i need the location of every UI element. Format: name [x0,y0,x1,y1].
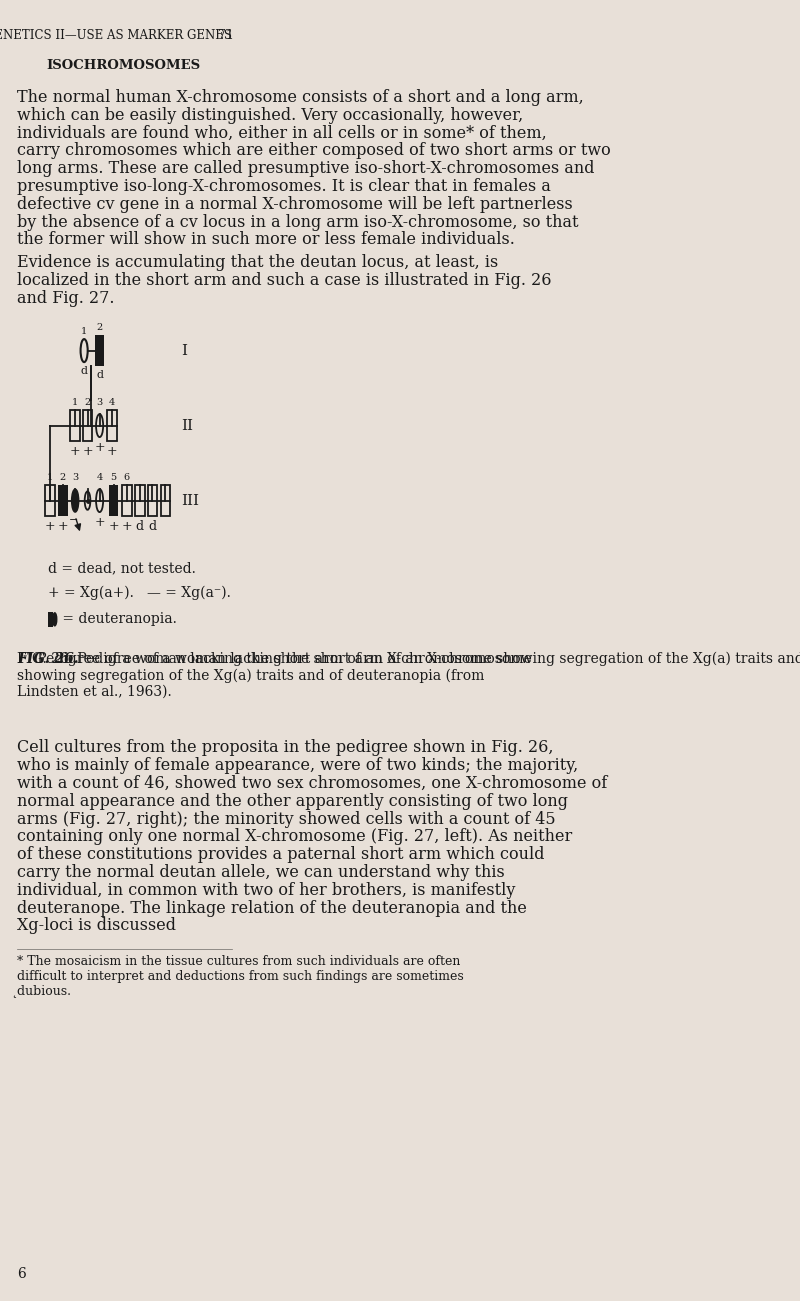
Text: 6: 6 [17,1267,26,1281]
Text: +: + [94,441,105,454]
Text: 2: 2 [60,474,66,483]
Text: difficult to interpret and deductions from such findings are sometimes: difficult to interpret and deductions fr… [17,969,464,982]
Text: III: III [181,493,199,507]
Text: * The mosaicism in the tissue cultures from such individuals are often: * The mosaicism in the tissue cultures f… [17,955,460,968]
Text: by the absence of a cv locus in a long arm iso-X-chromosome, so that: by the absence of a cv locus in a long a… [17,213,578,230]
Text: the former will show in such more or less female individuals.: the former will show in such more or les… [17,232,515,248]
Text: GENETICS II—USE AS MARKER GENES: GENETICS II—USE AS MARKER GENES [0,29,232,42]
Text: d = dead, not tested.: d = dead, not tested. [48,561,196,575]
Text: +: + [82,445,93,458]
Text: 4: 4 [97,474,102,483]
Text: who is mainly of female appearance, were of two kinds; the majority,: who is mainly of female appearance, were… [17,757,578,774]
Text: Pedigree of a woman lacking the short arm of an X-chromosome showing segregation: Pedigree of a woman lacking the short ar… [33,652,800,666]
Text: long arms. These are called presumptive iso-short-X-chromosomes and: long arms. These are called presumptive … [17,160,594,177]
Bar [48,611,53,627]
Text: +: + [108,520,119,533]
Text: 71: 71 [218,29,234,42]
Text: of these constitutions provides a paternal short arm which could: of these constitutions provides a patern… [17,846,545,863]
Text: which can be easily distinguished. Very occasionally, however,: which can be easily distinguished. Very … [17,107,523,124]
Bar [109,485,118,516]
Text: I: I [181,343,187,358]
Text: +: + [58,520,68,533]
Bar [46,485,55,516]
Text: FIG. 26. Pedigree of a woman lacking the short arm of an X-chromosome: FIG. 26. Pedigree of a woman lacking the… [17,652,532,666]
Bar [70,410,80,441]
Text: d: d [149,520,157,533]
Text: +: + [70,445,80,458]
Bar [58,485,67,516]
Bar [148,485,158,516]
Text: 5: 5 [110,474,117,483]
Text: 1: 1 [81,327,87,336]
Text: arms (Fig. 27, right); the minority showed cells with a count of 45: arms (Fig. 27, right); the minority show… [17,811,556,827]
Text: 4: 4 [109,398,115,407]
Text: +: + [122,520,132,533]
Text: Xg-loci is discussed: Xg-loci is discussed [17,917,176,934]
Text: 3: 3 [72,474,78,483]
Text: +: + [106,445,118,458]
Text: and Fig. 27.: and Fig. 27. [17,290,114,307]
Text: d: d [81,366,88,376]
Text: FIG. 26.: FIG. 26. [17,652,78,666]
Text: Evidence is accumulating that the deutan locus, at least, is: Evidence is accumulating that the deutan… [17,254,498,271]
Text: presumptive iso-long-X-chromosomes. It is clear that in females a: presumptive iso-long-X-chromosomes. It i… [17,178,551,195]
Text: d: d [136,520,144,533]
Text: II: II [181,419,193,433]
Text: deuteranope. The linkage relation of the deuteranopia and the: deuteranope. The linkage relation of the… [17,899,527,916]
Text: + = Xg(a+).   — = Xg(a⁻).: + = Xg(a+). — = Xg(a⁻). [48,585,231,600]
Text: ISOCHROMOSOMES: ISOCHROMOSOMES [46,59,201,72]
Text: Lindsten et al., 1963).: Lindsten et al., 1963). [17,684,172,699]
Bar [82,410,92,441]
Text: defective cv gene in a normal X-chromosome will be left partnerless: defective cv gene in a normal X-chromoso… [17,195,573,213]
Text: individual, in common with two of her brothers, is manifestly: individual, in common with two of her br… [17,882,515,899]
Text: = deuteranopia.: = deuteranopia. [58,611,177,626]
Text: +: + [94,516,105,530]
Text: −: − [70,515,78,526]
Bar [107,410,117,441]
Text: d: d [96,369,103,380]
Text: Cell cultures from the proposita in the pedigree shown in Fig. 26,: Cell cultures from the proposita in the … [17,739,554,756]
Text: showing segregation of the Xg(a) traits and of deuteranopia (from: showing segregation of the Xg(a) traits … [17,669,484,683]
Text: normal appearance and the other apparently consisting of two long: normal appearance and the other apparent… [17,792,568,809]
Text: containing only one normal X-chromosome (Fig. 27, left). As neither: containing only one normal X-chromosome … [17,829,572,846]
Text: 1: 1 [72,398,78,407]
Text: localized in the short arm and such a case is illustrated in Fig. 26: localized in the short arm and such a ca… [17,272,551,289]
Text: carry the normal deutan allele, we can understand why this: carry the normal deutan allele, we can u… [17,864,505,881]
Text: 2: 2 [85,398,90,407]
Text: 6: 6 [124,474,130,483]
Text: with a count of 46, showed two sex chromosomes, one X-chromosome of: with a count of 46, showed two sex chrom… [17,775,607,792]
Text: The normal human X-chromosome consists of a short and a long arm,: The normal human X-chromosome consists o… [17,88,584,105]
Bar [122,485,132,516]
Bar [161,485,170,516]
Circle shape [72,489,78,513]
Circle shape [53,613,57,626]
Text: 3: 3 [97,398,102,407]
Text: 2: 2 [97,323,102,332]
Text: +: + [45,520,55,533]
Text: 1: 1 [47,474,54,483]
Text: carry chromosomes which are either composed of two short arms or two: carry chromosomes which are either compo… [17,142,610,160]
Bar [95,336,104,366]
Text: ̨dubious.: ̨dubious. [17,985,71,998]
Bar [135,485,145,516]
Text: individuals are found who, either in all cells or in some* of them,: individuals are found who, either in all… [17,125,546,142]
